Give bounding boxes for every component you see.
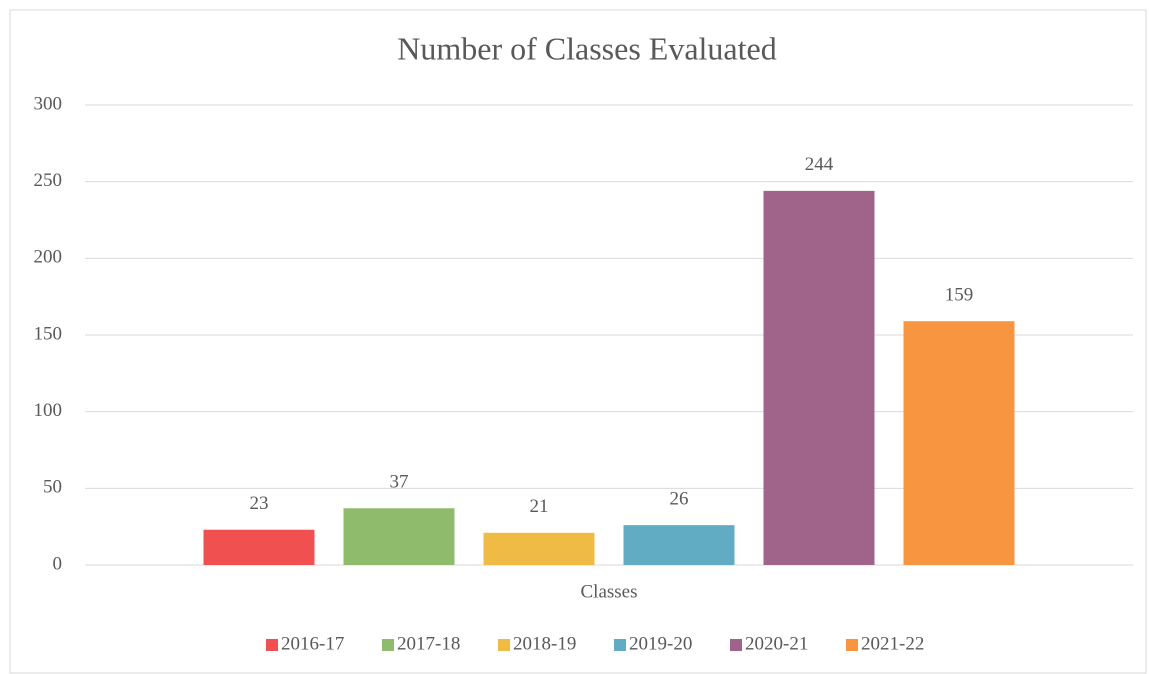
y-tick-label: 200: [34, 247, 63, 268]
y-tick-label: 250: [34, 170, 63, 191]
legend-label: 2020-21: [745, 633, 808, 654]
bar: [763, 190, 875, 565]
data-label: 21: [530, 496, 549, 517]
legend-label: 2021-22: [861, 633, 924, 654]
y-tick-label: 100: [34, 400, 63, 421]
legend-swatch: [266, 639, 278, 651]
legend-swatch: [846, 639, 858, 651]
legend-label: 2017-18: [397, 633, 460, 654]
y-tick-label: 300: [34, 93, 63, 114]
y-tick-label: 0: [53, 553, 63, 574]
data-label: 244: [805, 154, 834, 175]
data-label: 23: [250, 493, 269, 514]
legend-label: 2019-20: [629, 633, 692, 654]
legend-label: 2018-19: [513, 633, 576, 654]
legend-swatch: [382, 639, 394, 651]
bar: [203, 529, 315, 565]
y-tick-label: 150: [34, 323, 63, 344]
bar: [623, 525, 735, 565]
bar: [343, 508, 455, 565]
y-tick-label: 50: [43, 477, 62, 498]
bar: [483, 532, 595, 565]
legend-label: 2016-17: [281, 633, 344, 654]
legend-swatch: [730, 639, 742, 651]
bar: [903, 321, 1015, 565]
data-label: 159: [945, 285, 974, 306]
data-label: 37: [390, 472, 409, 493]
data-label: 26: [670, 488, 689, 509]
x-tick-label: Classes: [581, 581, 638, 602]
chart-title: Number of Classes Evaluated: [397, 30, 776, 66]
legend-swatch: [614, 639, 626, 651]
legend-swatch: [498, 639, 510, 651]
